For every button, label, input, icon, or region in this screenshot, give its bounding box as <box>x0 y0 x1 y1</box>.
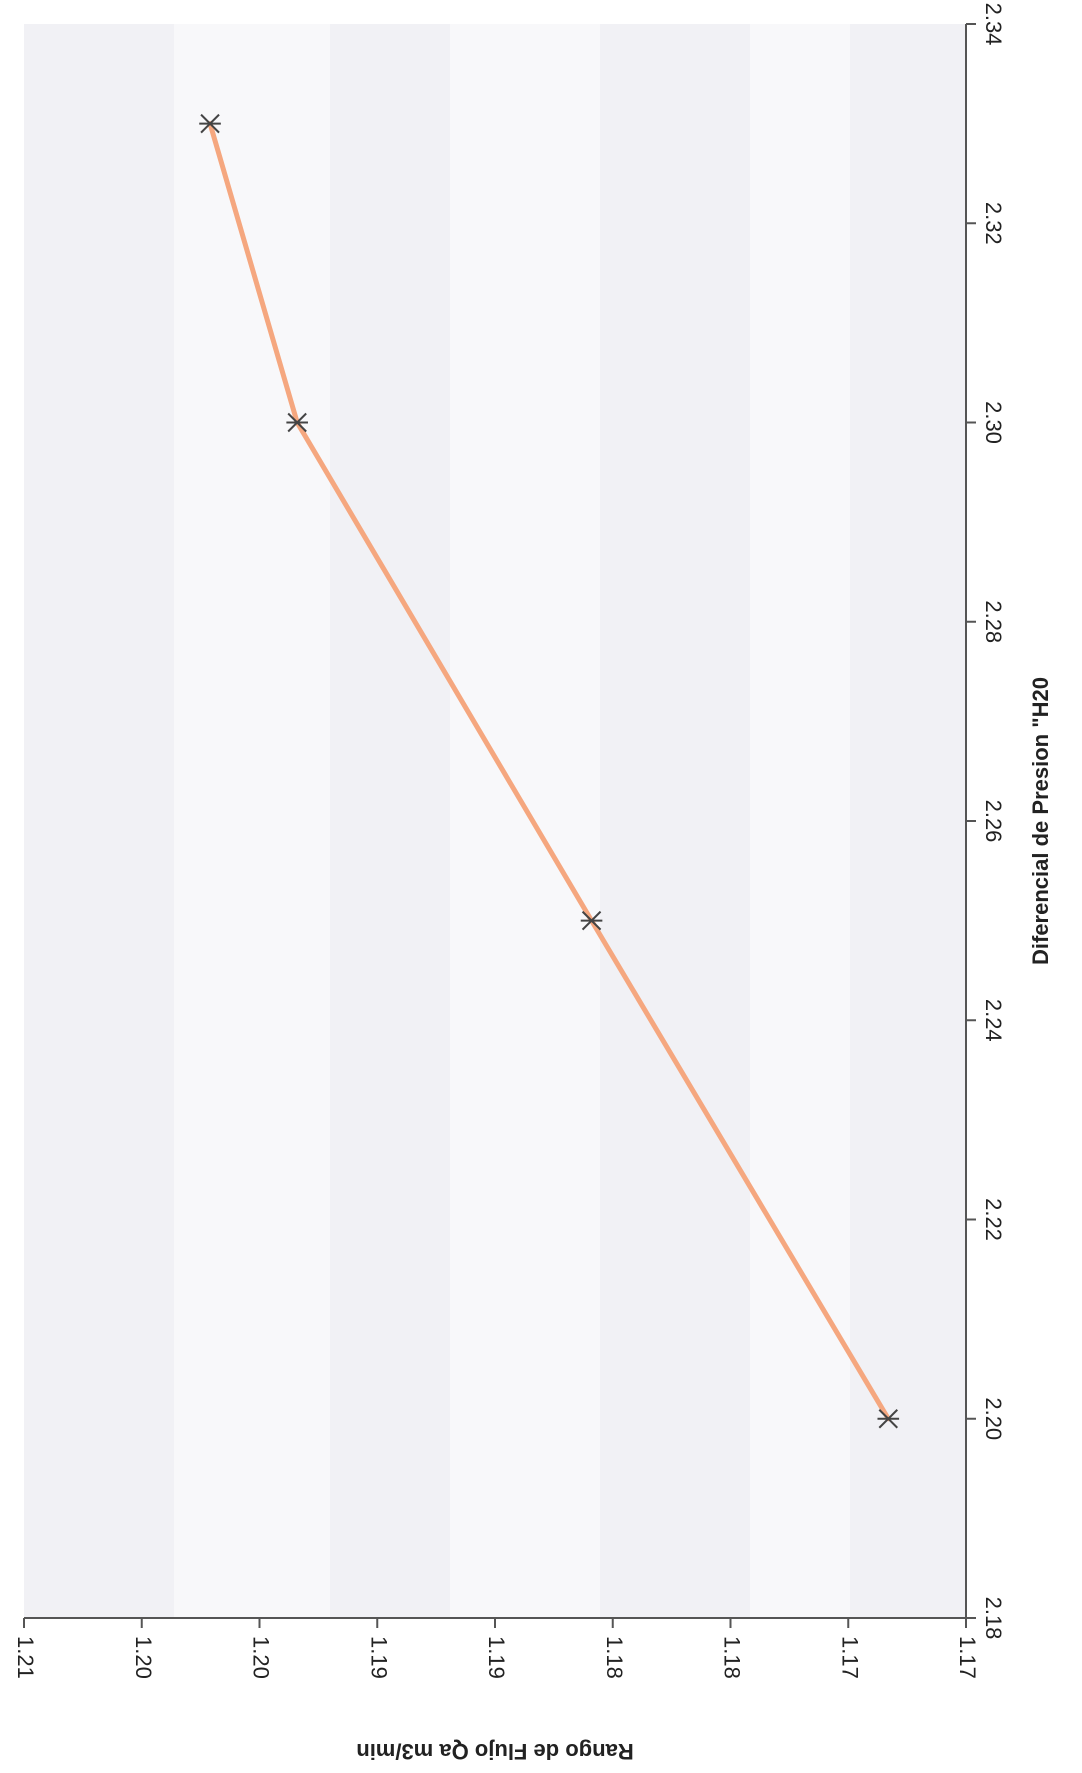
y-axis-title: Rango de Flujo Qa m3/min <box>356 1739 633 1764</box>
background-band-0 <box>24 24 174 1618</box>
y-tick-label: 1.18 <box>602 1636 627 1679</box>
y-tick-label: 1.17 <box>955 1636 980 1679</box>
x-tick-label: 2.24 <box>981 999 1006 1042</box>
data-point <box>877 1409 900 1429</box>
x-axis-title: Diferencial de Presion "H20 <box>1028 677 1053 965</box>
data-point <box>580 910 603 931</box>
background-band-1 <box>330 24 450 1618</box>
x-tick-label: 2.26 <box>981 800 1006 843</box>
y-tick-label: 1.21 <box>13 1636 38 1679</box>
y-tick-label: 1.19 <box>484 1636 509 1679</box>
x-tick-label: 2.32 <box>981 202 1006 245</box>
y-tick-label: 1.20 <box>249 1636 274 1679</box>
y-tick-label: 1.17 <box>837 1636 862 1679</box>
data-point <box>286 412 308 433</box>
y-tick-label: 1.19 <box>366 1636 391 1679</box>
y-tick-label: 1.18 <box>720 1636 745 1679</box>
x-tick-label: 2.20 <box>981 1397 1006 1440</box>
background-band-3 <box>850 24 966 1618</box>
data-point <box>199 113 221 134</box>
series-line <box>207 121 891 1422</box>
background-band-2 <box>600 24 750 1618</box>
x-tick-label: 2.22 <box>981 1198 1006 1241</box>
x-tick-label: 2.28 <box>981 600 1006 643</box>
x-tick-label: 2.18 <box>981 1597 1006 1640</box>
plot-area <box>24 24 966 1618</box>
x-tick-label: 2.30 <box>981 401 1006 444</box>
x-tick-label: 2.34 <box>981 3 1006 46</box>
y-tick-label: 1.20 <box>131 1636 156 1679</box>
